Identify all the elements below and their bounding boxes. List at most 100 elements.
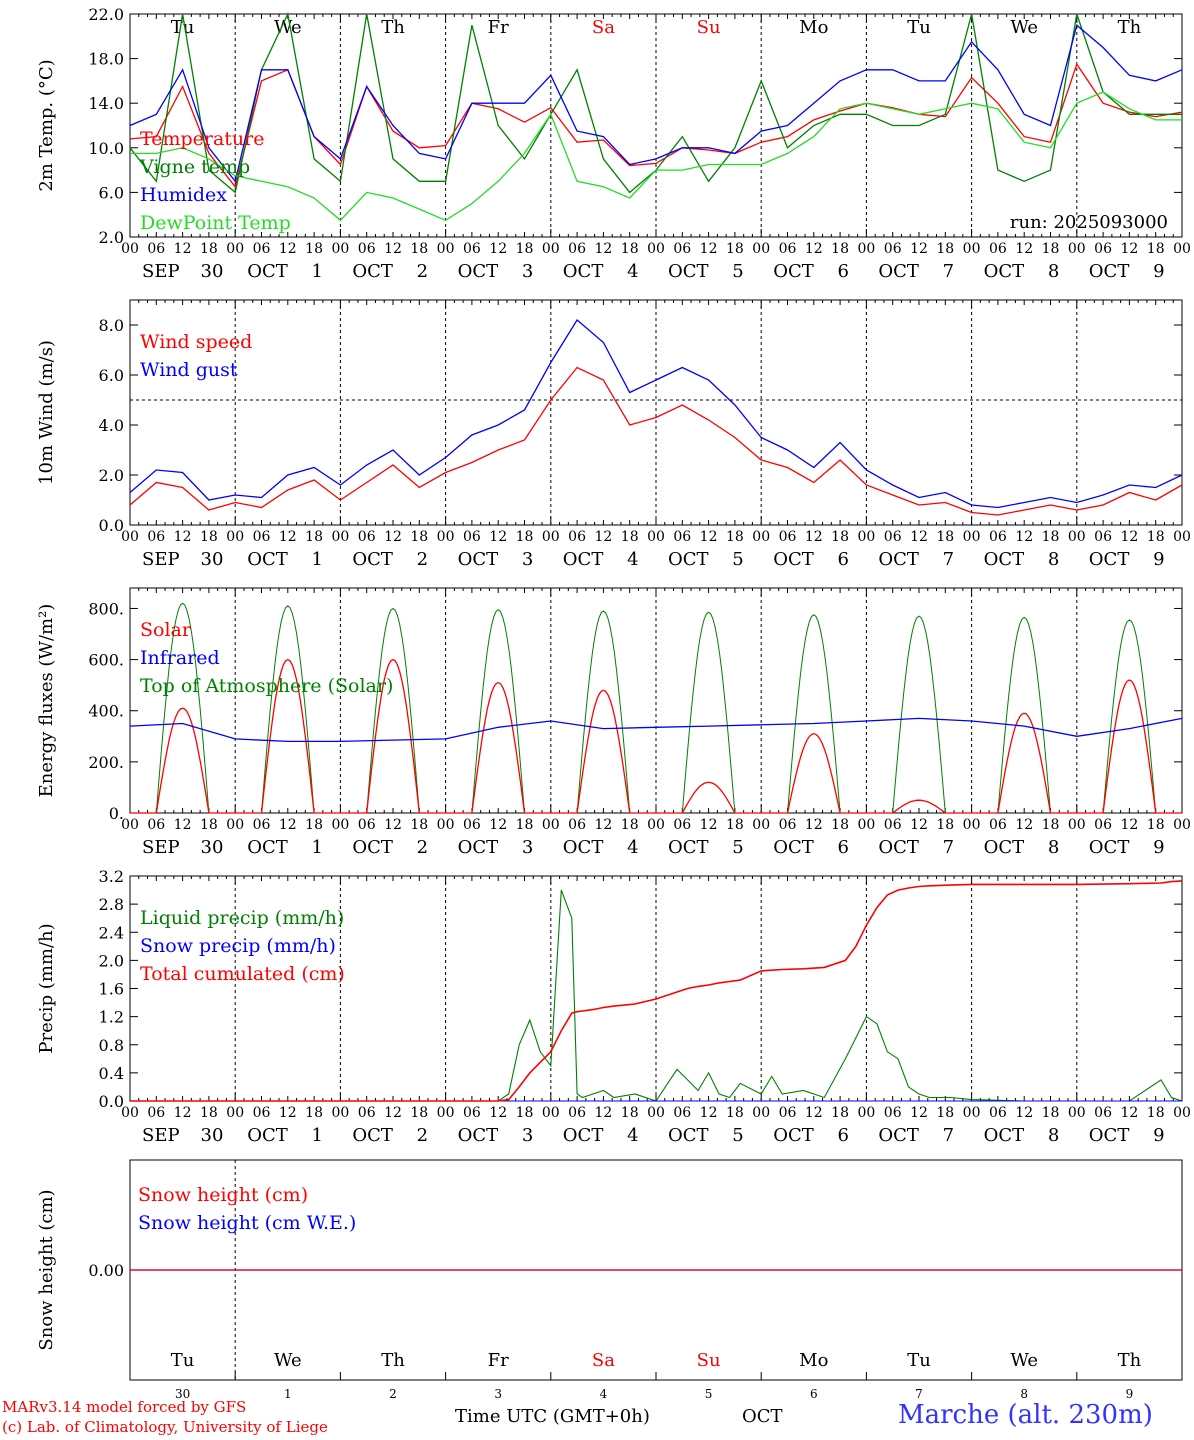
hour-label: 06: [147, 529, 165, 545]
hour-label: 06: [779, 241, 797, 257]
hour-label: 06: [463, 817, 481, 833]
hour-label: 06: [253, 529, 271, 545]
date-label-day: 1: [311, 1125, 322, 1146]
y-axis-label: Energy fluxes (W/m²): [36, 604, 57, 798]
weekday-label: Th: [381, 17, 405, 38]
legend-wind-gust: Wind gust: [140, 359, 238, 381]
hour-label: 18: [516, 1105, 534, 1121]
hour-label: 12: [489, 817, 507, 833]
hour-label: 12: [174, 241, 192, 257]
hour-label: 00: [963, 241, 981, 257]
day-number-label: 8: [1020, 1387, 1028, 1401]
hour-label: 12: [910, 241, 928, 257]
legend-snow-height-cm-w-e: Snow height (cm W.E.): [138, 1212, 356, 1234]
hour-label: 12: [174, 529, 192, 545]
date-label-day: 3: [522, 261, 533, 282]
weekday-label: Th: [1118, 17, 1142, 38]
x-axis-title: Time UTC (GMT+0h): [455, 1406, 650, 1427]
date-label-month: OCT: [773, 549, 814, 570]
legend-solar: Solar: [140, 619, 192, 641]
hour-label: 18: [621, 1105, 639, 1121]
hour-label: 18: [831, 1105, 849, 1121]
weekday-label: Su: [697, 1350, 721, 1371]
hour-label: 00: [752, 1105, 770, 1121]
y-tick-label: 2.0: [99, 951, 124, 970]
date-label-month: OCT: [1089, 549, 1130, 570]
weekday-label: Th: [381, 1350, 405, 1371]
hour-label: 06: [358, 1105, 376, 1121]
hour-label: 18: [410, 1105, 428, 1121]
hour-label: 00: [542, 817, 560, 833]
weekday-label: Tu: [907, 1350, 931, 1371]
panel-5: 0.00 Snow height (cm) Snow height (cm) Snow…: [36, 1159, 1183, 1401]
hour-label: 12: [1015, 529, 1033, 545]
hour-label: 06: [884, 241, 902, 257]
hour-label: 00: [1173, 1105, 1191, 1121]
y-tick-label: 6.0: [99, 366, 124, 385]
weekday-label: Sa: [592, 17, 615, 38]
legend-vigne-temp: Vigne temp: [139, 156, 250, 178]
hour-label: 00: [437, 241, 455, 257]
hour-label: 12: [910, 1105, 928, 1121]
hour-label: 18: [305, 529, 323, 545]
hour-label: 06: [1094, 817, 1112, 833]
hour-label: 12: [700, 529, 718, 545]
hour-label: 18: [1147, 817, 1165, 833]
hour-label: 00: [437, 817, 455, 833]
series-solar: [130, 658, 1182, 814]
weekday-label: Fr: [488, 1350, 509, 1371]
hour-label: 00: [752, 241, 770, 257]
hour-label: 00: [226, 1105, 244, 1121]
date-label-month: SEP: [142, 1125, 180, 1146]
hour-label: 12: [279, 817, 297, 833]
credit-line-2: (c) Lab. of Climatology, University of L…: [2, 1418, 328, 1436]
date-label-day: 2: [417, 549, 428, 570]
date-label-day: 9: [1153, 1125, 1164, 1146]
hour-label: 18: [621, 241, 639, 257]
date-label-month: OCT: [247, 261, 288, 282]
legend-snow-precip-mm-h: Snow precip (mm/h): [140, 935, 336, 957]
hour-label: 12: [594, 241, 612, 257]
weekday-label: Fr: [488, 17, 509, 38]
date-label-month: OCT: [878, 261, 919, 282]
date-label-month: OCT: [352, 549, 393, 570]
y-axis-label: 2m Temp. (°C): [36, 59, 57, 191]
weekday-label: We: [274, 17, 302, 38]
day-number-label: 5: [705, 1387, 713, 1401]
series-liquid-precip-mm-h-: [130, 889, 1183, 1102]
hour-label: 06: [568, 1105, 586, 1121]
day-number-label: 7: [915, 1387, 923, 1401]
date-label-day: 30: [201, 261, 224, 282]
y-tick-label: 18.0: [88, 50, 124, 69]
day-number-label: 6: [810, 1387, 818, 1401]
station-title: Marche (alt. 230m): [898, 1400, 1153, 1430]
hour-label: 06: [673, 1105, 691, 1121]
date-label-month: SEP: [142, 261, 180, 282]
date-label-day: 30: [201, 549, 224, 570]
legend-liquid-precip-mm-h: Liquid precip (mm/h): [140, 907, 344, 929]
hour-label: 12: [910, 529, 928, 545]
hour-label: 18: [726, 241, 744, 257]
hour-label: 06: [568, 529, 586, 545]
hour-label: 18: [305, 1105, 323, 1121]
hour-label: 06: [358, 241, 376, 257]
hour-label: 18: [726, 817, 744, 833]
y-tick-label: 3.2: [99, 867, 124, 886]
hour-label: 06: [989, 1105, 1007, 1121]
run-annotation: run: 2025093000: [1010, 212, 1168, 233]
date-label-day: 6: [837, 261, 848, 282]
hour-label: 00: [647, 817, 665, 833]
hour-label: 00: [1173, 817, 1191, 833]
hour-label: 06: [147, 1105, 165, 1121]
hour-label: 18: [1042, 817, 1060, 833]
hour-label: 00: [121, 817, 139, 833]
date-label-month: OCT: [247, 1125, 288, 1146]
date-label-day: 4: [627, 1125, 638, 1146]
date-label-month: OCT: [773, 261, 814, 282]
date-label-day: 5: [732, 261, 743, 282]
date-label-month: OCT: [984, 837, 1025, 858]
hour-label: 18: [621, 817, 639, 833]
hour-label: 06: [568, 817, 586, 833]
hour-label: 18: [410, 529, 428, 545]
